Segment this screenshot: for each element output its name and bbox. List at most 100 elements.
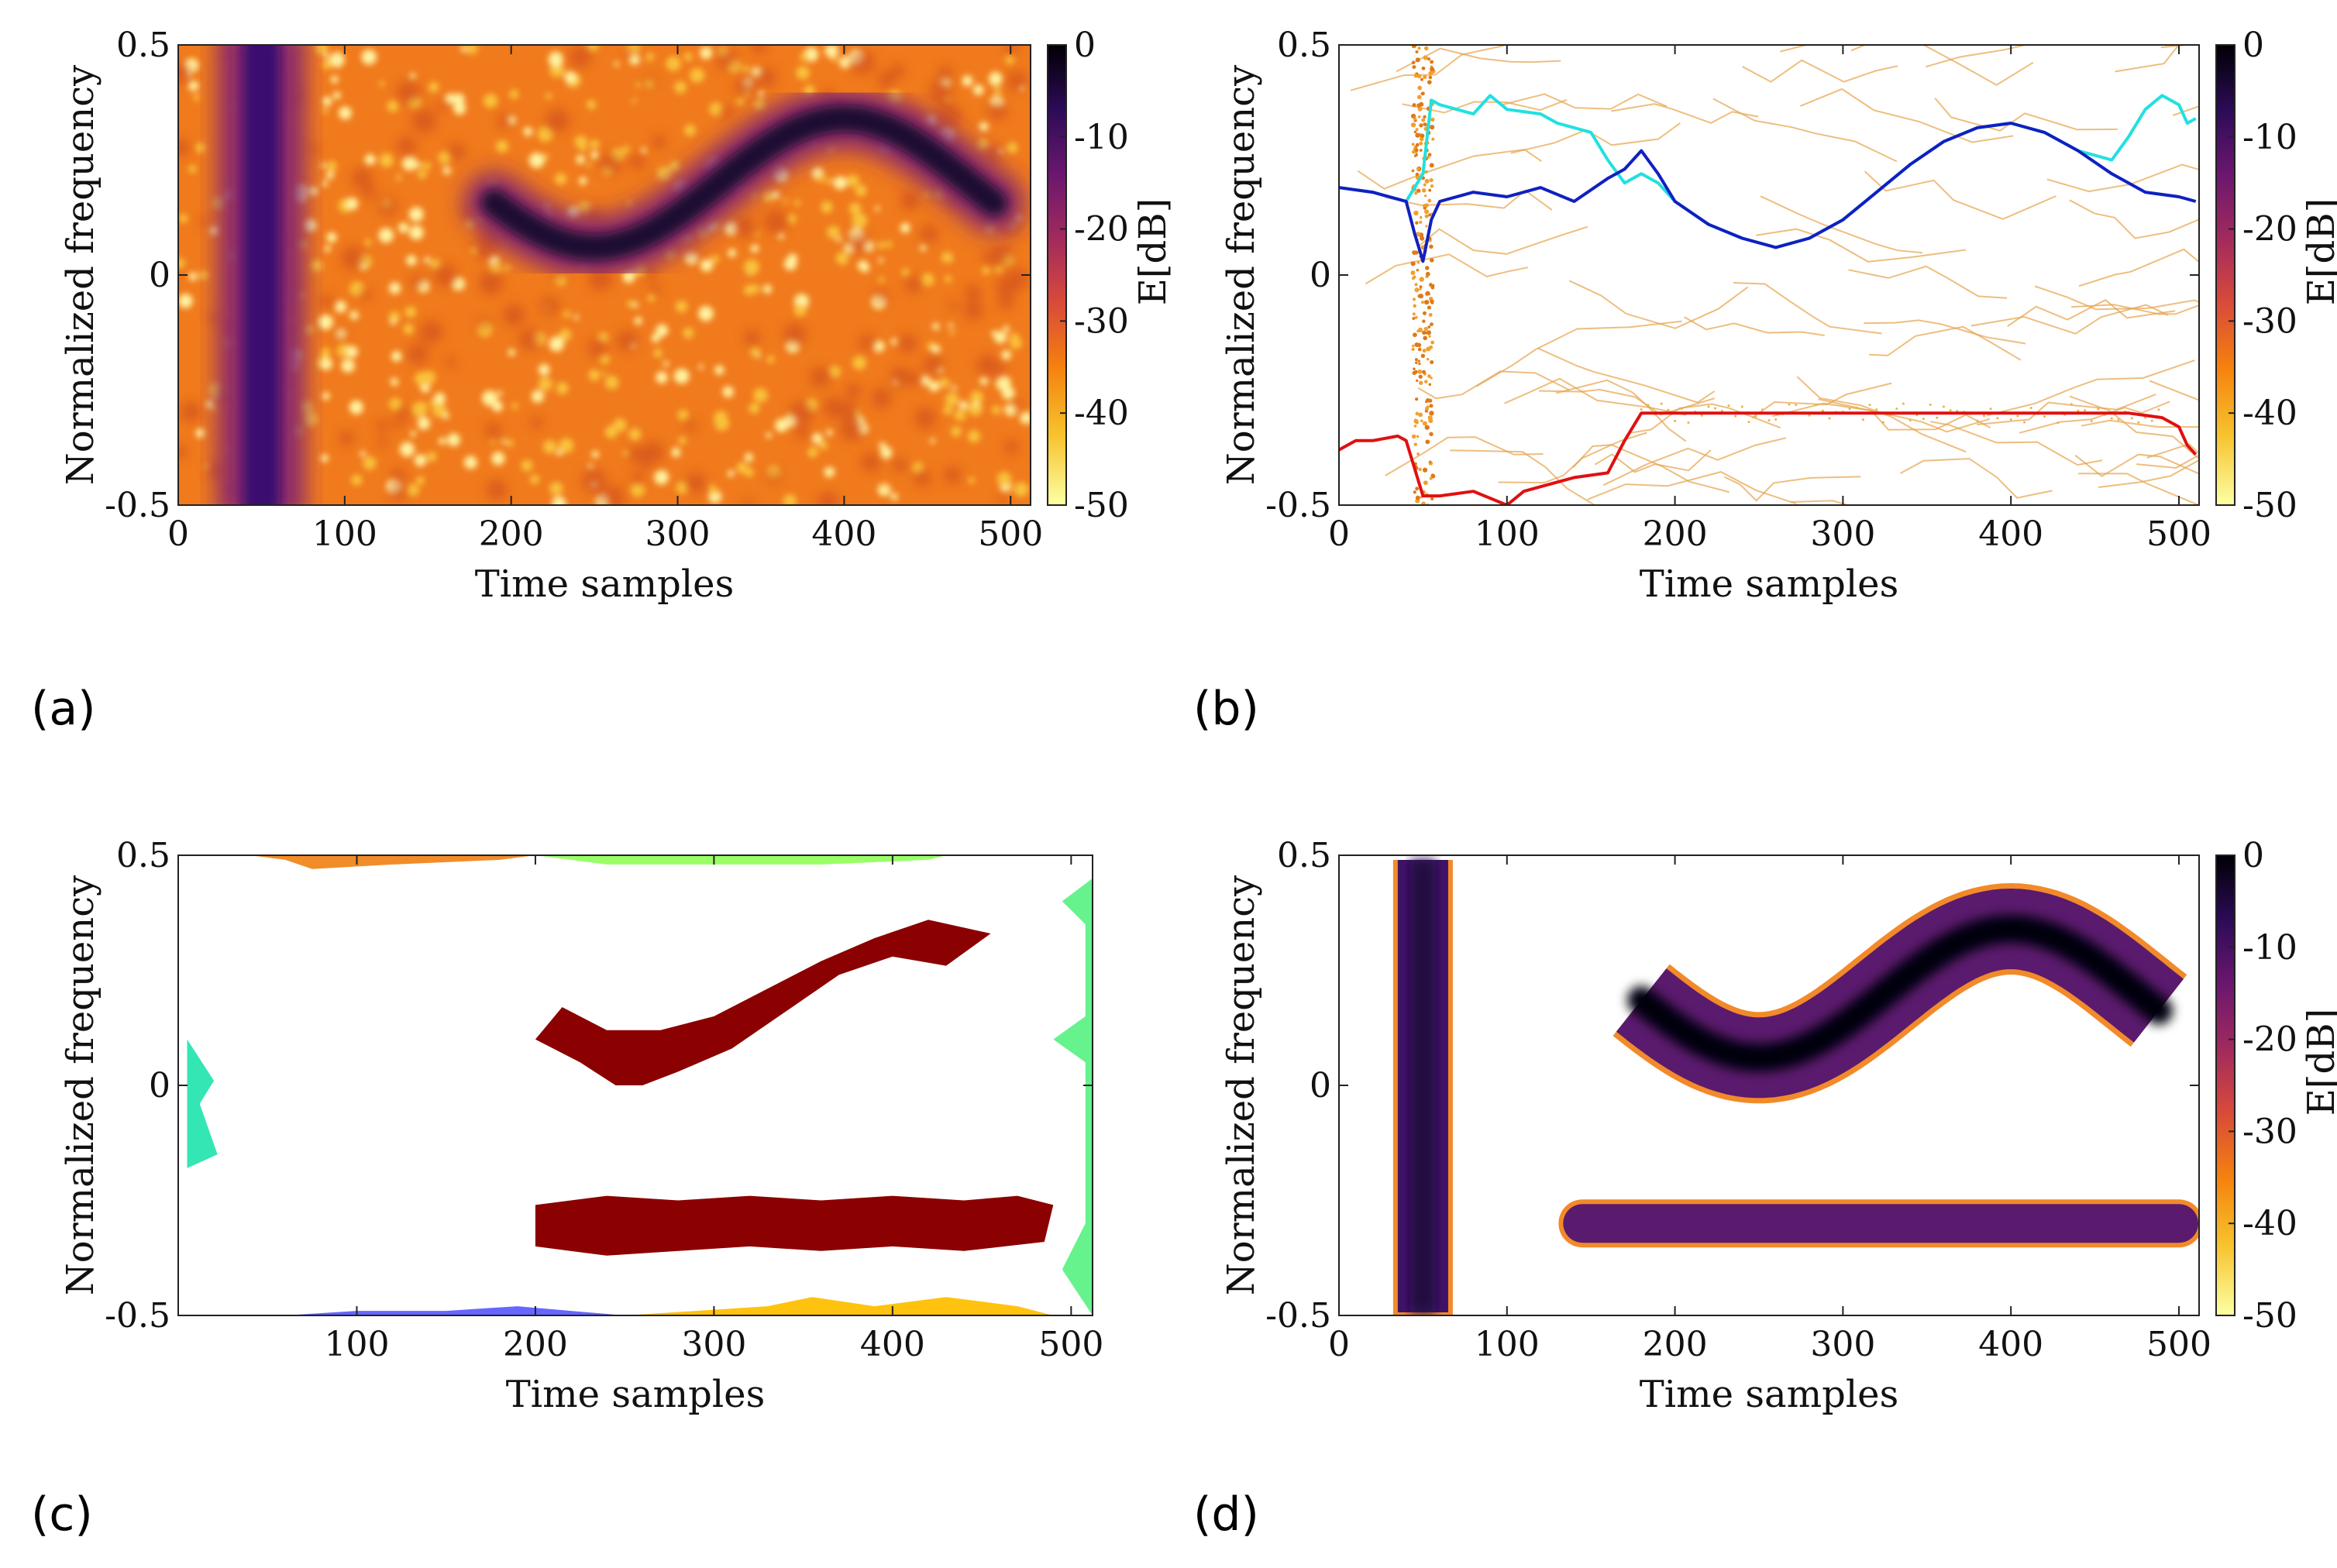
speckle-dot (1413, 490, 1416, 494)
noise-dip (983, 144, 1003, 163)
speckle-dot (1660, 402, 1663, 405)
x-tick-label: 100 (312, 514, 377, 554)
noise-dip (897, 334, 917, 353)
panel-label-b: (b) (1193, 682, 1259, 736)
speckle-dot (1420, 136, 1424, 142)
speckle-dot (1427, 198, 1432, 203)
noise-spot (796, 66, 810, 80)
noise-dip (989, 102, 1000, 114)
noise-spot (552, 496, 566, 505)
speckle-dot (1821, 409, 1824, 412)
speckle-dot (1421, 66, 1426, 70)
noise-spot (640, 147, 647, 154)
speckle-dot (1414, 191, 1418, 195)
noise-spot (580, 144, 587, 152)
x-tick-label: 300 (681, 1325, 746, 1364)
speckle-dot (1427, 325, 1431, 328)
speckle-dot (1795, 404, 1798, 407)
colorbar-tick-label: 0 (2242, 836, 2264, 875)
noise-spot (836, 237, 842, 242)
noise-dip (360, 288, 372, 301)
speckle-dot (1411, 169, 1415, 173)
speckle-dot (1936, 416, 1939, 419)
x-tick-label: 0 (1328, 514, 1350, 554)
noise-spot (750, 284, 759, 294)
speckle-dot (1788, 403, 1791, 406)
noise-spot (920, 244, 927, 252)
noise-dip (720, 105, 733, 119)
chirp-component (1627, 914, 2173, 1072)
y-axis-label: Normalized frequency (59, 65, 102, 485)
noise-dip (351, 167, 373, 189)
speckle-dot (1414, 287, 1420, 293)
colorbar-tick-label: -50 (2242, 486, 2297, 525)
noise-dip (407, 342, 429, 365)
noise-spot (882, 483, 887, 489)
speckle-dot (1908, 419, 1912, 422)
noise-spot (663, 361, 669, 367)
speckle-dot (2016, 414, 2019, 418)
speckle-dot (2130, 417, 2133, 420)
speckle-dot (1430, 301, 1434, 304)
speckle-dot (1427, 305, 1431, 310)
colorbar-tick-label: -30 (1074, 301, 1129, 341)
noise-dip (642, 441, 664, 463)
noise-ridge (1365, 253, 1528, 285)
noise-spot (766, 356, 775, 363)
noise-spot (675, 301, 688, 313)
noise-dip (651, 135, 666, 150)
noise-spot (991, 330, 997, 336)
speckle-dot (1416, 329, 1420, 333)
noise-spot (787, 253, 798, 264)
x-tick-label: 100 (1475, 514, 1540, 554)
speckle-dot (1421, 501, 1425, 505)
noise-spot (645, 53, 655, 61)
colorbar-tick-label: -40 (2242, 1204, 2297, 1243)
speckle-dot (1929, 403, 1932, 406)
noise-spot (554, 173, 567, 185)
noise-spot (800, 53, 809, 62)
speckle-dot (1424, 170, 1428, 174)
noise-spot (632, 98, 637, 104)
noise-dip (817, 492, 838, 505)
speckle-dot (1417, 115, 1421, 119)
speckle-dot (1428, 335, 1431, 338)
colorbar-tick-label: -50 (1074, 486, 1129, 525)
noise-ridge (2007, 299, 2176, 328)
noise-spot (483, 93, 498, 108)
noise-dip (341, 246, 366, 270)
noise-spot (749, 346, 760, 357)
speckle-dot (1415, 420, 1419, 425)
speckle-dot (1425, 439, 1430, 445)
speckle-dot (1413, 370, 1418, 374)
basin-region-5 (285, 1306, 625, 1315)
noise-spot (178, 258, 185, 269)
noise-ridge (1510, 122, 1681, 154)
noise-spot (349, 311, 359, 320)
ridge-map-b (1339, 45, 2199, 505)
spectrogram-a (178, 45, 1031, 505)
colorbar-tick-label: -30 (2242, 1112, 2297, 1151)
noise-dip (965, 284, 982, 301)
speckle-dot (1767, 419, 1771, 422)
noise-spot (415, 371, 429, 386)
speckle-dot (1422, 421, 1427, 426)
speckle-dot (1415, 495, 1420, 500)
speckle-dot (1942, 405, 1945, 408)
noise-spot (442, 167, 451, 175)
noise-ridge (1684, 316, 1825, 336)
noise-ridge (1537, 347, 1716, 404)
speckle-dot (1423, 55, 1428, 60)
noise-dip (319, 294, 334, 309)
noise-spot (758, 90, 765, 97)
noise-dip (625, 46, 635, 57)
speckle-dot (2023, 421, 2026, 424)
impulse-component (243, 45, 281, 505)
noise-ridge (1848, 265, 2008, 299)
noise-spot (537, 126, 553, 143)
noise-spot (315, 45, 328, 55)
basin-region-2 (535, 1195, 1054, 1256)
noise-spot (529, 474, 540, 484)
y-tick-label: 0 (149, 256, 170, 295)
